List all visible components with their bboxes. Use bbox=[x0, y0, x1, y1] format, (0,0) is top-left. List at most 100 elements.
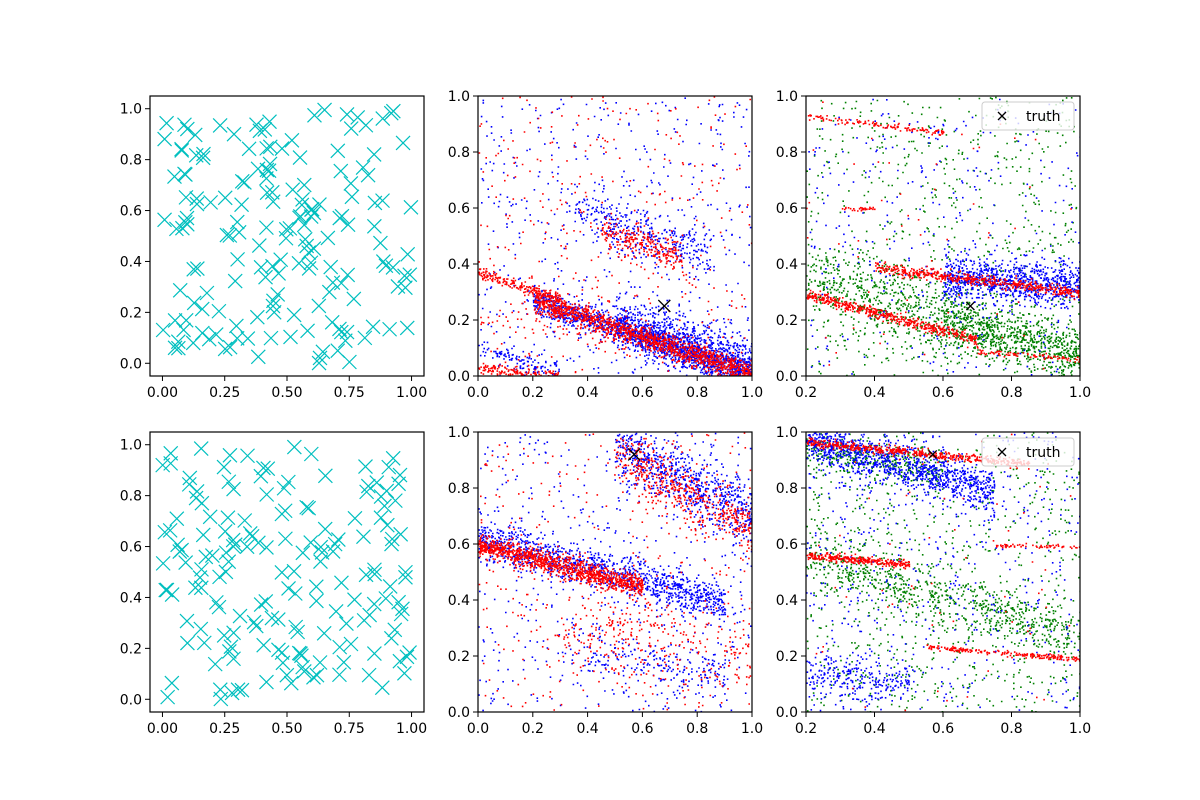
point bbox=[330, 143, 346, 159]
point bbox=[392, 467, 408, 483]
point bbox=[284, 132, 300, 148]
point bbox=[177, 167, 193, 183]
point bbox=[358, 567, 374, 583]
point bbox=[398, 569, 413, 585]
point bbox=[226, 126, 242, 142]
legend-label: truth bbox=[1026, 445, 1060, 461]
x-tick-label: 0.6 bbox=[932, 385, 954, 401]
point bbox=[367, 562, 382, 578]
point bbox=[402, 645, 417, 660]
point bbox=[226, 625, 242, 641]
points-blue bbox=[808, 98, 1080, 376]
point bbox=[187, 127, 203, 143]
point bbox=[266, 293, 281, 309]
point bbox=[375, 111, 391, 126]
point bbox=[325, 275, 341, 290]
point bbox=[217, 523, 233, 539]
series-cyan bbox=[155, 102, 419, 371]
y-tick-label: 1.0 bbox=[776, 89, 798, 105]
points-red bbox=[478, 432, 752, 712]
x-tick-label: 0.0 bbox=[467, 385, 489, 401]
point bbox=[399, 320, 415, 336]
point bbox=[317, 521, 333, 537]
truth-marker bbox=[657, 299, 671, 313]
point bbox=[167, 312, 183, 328]
point bbox=[273, 252, 289, 268]
point bbox=[217, 341, 233, 357]
point bbox=[347, 592, 362, 608]
point bbox=[221, 474, 237, 490]
point bbox=[304, 201, 320, 217]
y-tick-label: 0.6 bbox=[120, 204, 142, 220]
point bbox=[344, 189, 360, 205]
point bbox=[286, 439, 302, 455]
x-tick-label: 0.6 bbox=[631, 721, 653, 737]
point bbox=[299, 238, 315, 254]
x-tick-label: 0.2 bbox=[522, 721, 544, 737]
point bbox=[264, 184, 280, 200]
point bbox=[204, 548, 220, 564]
point bbox=[242, 526, 258, 541]
point bbox=[220, 510, 236, 526]
point bbox=[182, 470, 198, 486]
x-tick-label: 0.75 bbox=[334, 721, 365, 737]
y-tick-label: 0.2 bbox=[120, 641, 142, 657]
point bbox=[211, 599, 227, 615]
point bbox=[356, 529, 371, 545]
point bbox=[312, 197, 327, 212]
point bbox=[400, 246, 416, 262]
point bbox=[303, 255, 319, 271]
point bbox=[317, 468, 333, 484]
x-tick-label: 0.2 bbox=[795, 721, 817, 737]
point bbox=[240, 331, 256, 346]
point bbox=[332, 667, 347, 683]
legend-label: truth bbox=[1026, 109, 1060, 125]
point bbox=[313, 554, 328, 569]
point bbox=[264, 610, 280, 626]
point bbox=[226, 481, 241, 497]
point bbox=[236, 175, 252, 190]
point bbox=[312, 350, 328, 366]
legend-marker bbox=[997, 111, 1007, 121]
point bbox=[222, 228, 238, 243]
y-tick-label: 0.4 bbox=[776, 593, 798, 609]
y-tick-label: 1.0 bbox=[776, 425, 798, 441]
point bbox=[321, 284, 337, 300]
point bbox=[203, 194, 219, 210]
point bbox=[201, 331, 217, 347]
y-tick-label: 0.4 bbox=[120, 254, 142, 270]
point bbox=[396, 665, 412, 681]
point bbox=[402, 267, 418, 283]
point bbox=[174, 143, 190, 158]
y-tick-label: 0.8 bbox=[120, 489, 142, 505]
point bbox=[244, 528, 260, 544]
point bbox=[167, 340, 183, 356]
point bbox=[172, 544, 188, 559]
point bbox=[179, 121, 195, 137]
point bbox=[259, 487, 275, 502]
point bbox=[397, 268, 413, 284]
point bbox=[155, 555, 171, 571]
point bbox=[221, 554, 237, 570]
point bbox=[179, 216, 195, 232]
point bbox=[180, 635, 195, 651]
y-tick-label: 0.0 bbox=[448, 369, 470, 385]
subplot-grid: 0.00 0.25 0.50 0.75 1.000.00.20.40.60.81.00.… bbox=[120, 89, 1091, 737]
point bbox=[258, 171, 274, 186]
point bbox=[193, 621, 209, 637]
point bbox=[385, 450, 401, 466]
series-blue bbox=[808, 98, 1080, 376]
points-blue bbox=[478, 97, 752, 376]
point bbox=[189, 191, 205, 207]
point bbox=[379, 483, 395, 499]
x-tick-label: 0.00 bbox=[147, 721, 178, 737]
point bbox=[187, 580, 203, 596]
x-tick-label: 0.00 bbox=[147, 385, 178, 401]
point bbox=[196, 635, 212, 651]
point bbox=[403, 199, 419, 215]
y-tick-label: 1.0 bbox=[120, 102, 142, 118]
x-tick-label: 0.8 bbox=[1000, 721, 1022, 737]
point bbox=[366, 646, 382, 662]
